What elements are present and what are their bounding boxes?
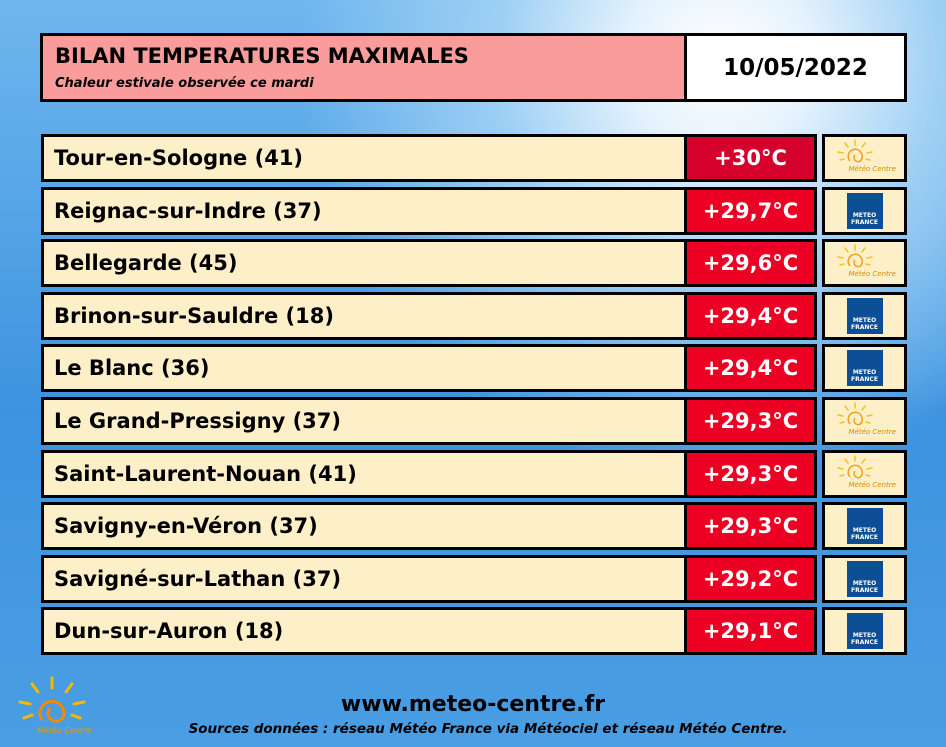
meteo-france-logo: METEO FRANCE	[846, 192, 883, 229]
table-row: Savigny-en-Véron (37) +29,3°C METEO FRANCE	[41, 502, 907, 551]
sun-icon	[836, 402, 873, 426]
temperature: +29,3°C	[684, 397, 817, 445]
table-row: Brinon-sur-Sauldre (18) +29,4°C METEO FRAN…	[41, 291, 907, 340]
logo-text: METEO FRANCE	[851, 316, 878, 331]
station: Savigné-sur-Lathan (37)	[41, 554, 687, 603]
station: Le Blanc (36)	[41, 344, 687, 393]
meteo-centre-logo: Météo Centre	[835, 138, 896, 178]
sun-icon	[836, 454, 873, 478]
meteo-france-logo: METEO FRANCE	[846, 560, 883, 597]
source-logo: METEO FRANCE	[822, 607, 907, 656]
station: Saint-Laurent-Nouan (41)	[41, 449, 687, 498]
temperature: +29,4°C	[684, 344, 817, 393]
temperature: +29,3°C	[684, 502, 817, 551]
station: Bellegarde (45)	[41, 239, 687, 288]
title: BILAN TEMPERATURES MAXIMALES	[55, 44, 469, 68]
temperature: +29,1°C	[684, 607, 817, 656]
logo-text: Météo Centre	[848, 480, 896, 489]
source-logo: Météo Centre	[822, 239, 907, 288]
table-row: Le Blanc (36) +29,4°C METEO FRANCE	[41, 344, 907, 393]
station: Tour-en-Sologne (41)	[41, 134, 687, 182]
source-logo: Météo Centre	[822, 134, 907, 182]
station: Brinon-sur-Sauldre (18)	[41, 291, 687, 340]
table-row: Le Grand-Pressigny (37) +29,3°C Météo Cent…	[41, 397, 907, 445]
source-logo: METEO FRANCE	[822, 344, 907, 393]
source-logo: METEO FRANCE	[822, 502, 907, 551]
station: Reignac-sur-Indre (37)	[41, 186, 687, 235]
table-row: Saint-Laurent-Nouan (41) +29,3°C Météo Cen…	[41, 449, 907, 498]
logo-text: METEO FRANCE	[851, 369, 878, 384]
source-logo: Météo Centre	[822, 397, 907, 445]
meteo-centre-logo: Météo Centre	[835, 401, 896, 441]
logo-text: Météo Centre	[848, 165, 896, 173]
meteo-france-logo: METEO FRANCE	[846, 297, 883, 334]
logo-text: METEO FRANCE	[851, 632, 878, 647]
website: www.meteo-centre.fr	[340, 692, 606, 717]
source-logo: METEO FRANCE	[822, 291, 907, 340]
logo-text: METEO FRANCE	[851, 527, 878, 542]
table-row: Savigné-sur-Lathan (37) +29,2°C METEO FRAN…	[41, 554, 907, 603]
meteo-france-logo: METEO FRANCE	[846, 508, 883, 545]
meteo-france-logo: METEO FRANCE	[846, 350, 883, 387]
table-row: Reignac-sur-Indre (37) +29,7°C METEO FRANC…	[41, 186, 907, 235]
temperature: +29,6°C	[684, 239, 817, 288]
source-logo: METEO FRANCE	[822, 186, 907, 235]
temperature: +29,2°C	[684, 554, 817, 603]
sun-icon	[18, 676, 86, 723]
header-panel: BILAN TEMPERATURES MAXIMALES Chaleur est…	[40, 33, 687, 102]
logo-text: Météo Centre	[848, 428, 896, 436]
table-row: Tour-en-Sologne (41) +30°C Météo Centre	[41, 134, 907, 182]
sun-icon	[836, 139, 873, 163]
logo-text: Météo Centre	[848, 270, 896, 279]
subtitle: Chaleur estivale observée ce mardi	[55, 76, 314, 91]
meteo-centre-logo: Météo Centre	[835, 243, 896, 283]
temperature: +29,3°C	[684, 449, 817, 498]
table-row: Bellegarde (45) +29,6°C Météo Centre	[41, 239, 907, 288]
station: Dun-sur-Auron (18)	[41, 607, 687, 656]
meteo-france-logo: METEO FRANCE	[846, 613, 883, 650]
sun-icon	[836, 244, 873, 268]
date: 10/05/2022	[684, 33, 907, 102]
logo-text: METEO FRANCE	[851, 579, 878, 594]
table-row: Dun-sur-Auron (18) +29,1°C METEO FRANCE	[41, 607, 907, 656]
sources: Sources données : réseau Météo France vi…	[188, 721, 788, 737]
temperature: +29,7°C	[684, 186, 817, 235]
logo-text: METEO FRANCE	[851, 211, 878, 226]
source-logo: Météo Centre	[822, 449, 907, 498]
temperature: +30°C	[684, 134, 817, 182]
station: Savigny-en-Véron (37)	[41, 502, 687, 551]
temperature: +29,4°C	[684, 291, 817, 340]
logo-text: Météo Centre	[37, 726, 92, 735]
meteo-centre-logo: Météo Centre	[835, 454, 896, 494]
station: Le Grand-Pressigny (37)	[41, 397, 687, 445]
footer-logo: Météo Centre	[12, 670, 92, 742]
source-logo: METEO FRANCE	[822, 554, 907, 603]
